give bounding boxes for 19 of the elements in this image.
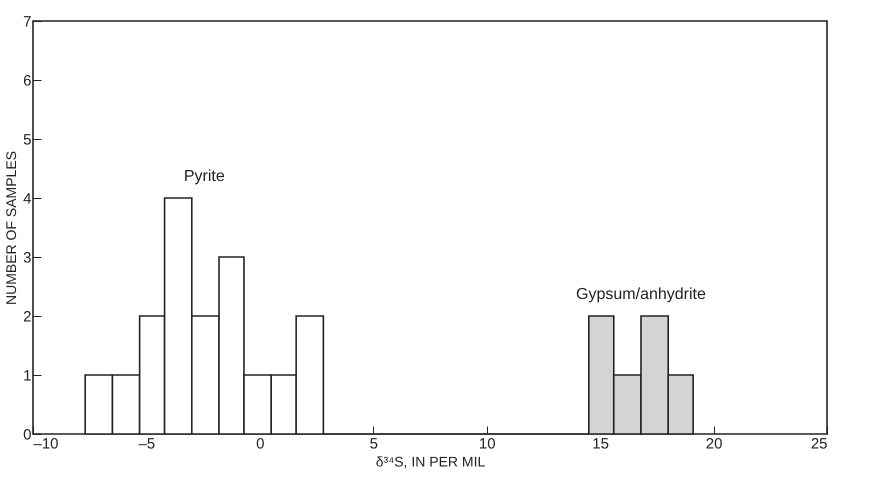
- x-tick-label: 5: [370, 436, 378, 452]
- x-tick-label: 0: [256, 436, 265, 452]
- x-axis-title: δ³⁴S, IN PER MIL: [376, 454, 486, 470]
- y-tick-label: 7: [23, 14, 32, 30]
- y-tick-label: 3: [23, 250, 32, 266]
- annotation: Pyrite: [184, 168, 225, 185]
- x-tick-label: –10: [34, 436, 59, 452]
- annotation: Gypsum/anhydrite: [576, 286, 706, 303]
- y-tick-label: 5: [23, 132, 32, 148]
- x-tick-label: –5: [138, 436, 156, 452]
- x-tick-label: 15: [592, 436, 609, 452]
- y-tick-label: 6: [23, 72, 32, 90]
- y-tick-label: 1: [23, 368, 32, 384]
- x-tick-label: 10: [478, 436, 496, 452]
- x-tick-label: 20: [706, 436, 722, 452]
- y-axis-title: NUMBER OF SAMPLES: [3, 150, 20, 306]
- y-tick-label: 4: [23, 190, 32, 208]
- y-tick-label: 2: [23, 308, 32, 326]
- x-tick-label: 25: [810, 436, 828, 452]
